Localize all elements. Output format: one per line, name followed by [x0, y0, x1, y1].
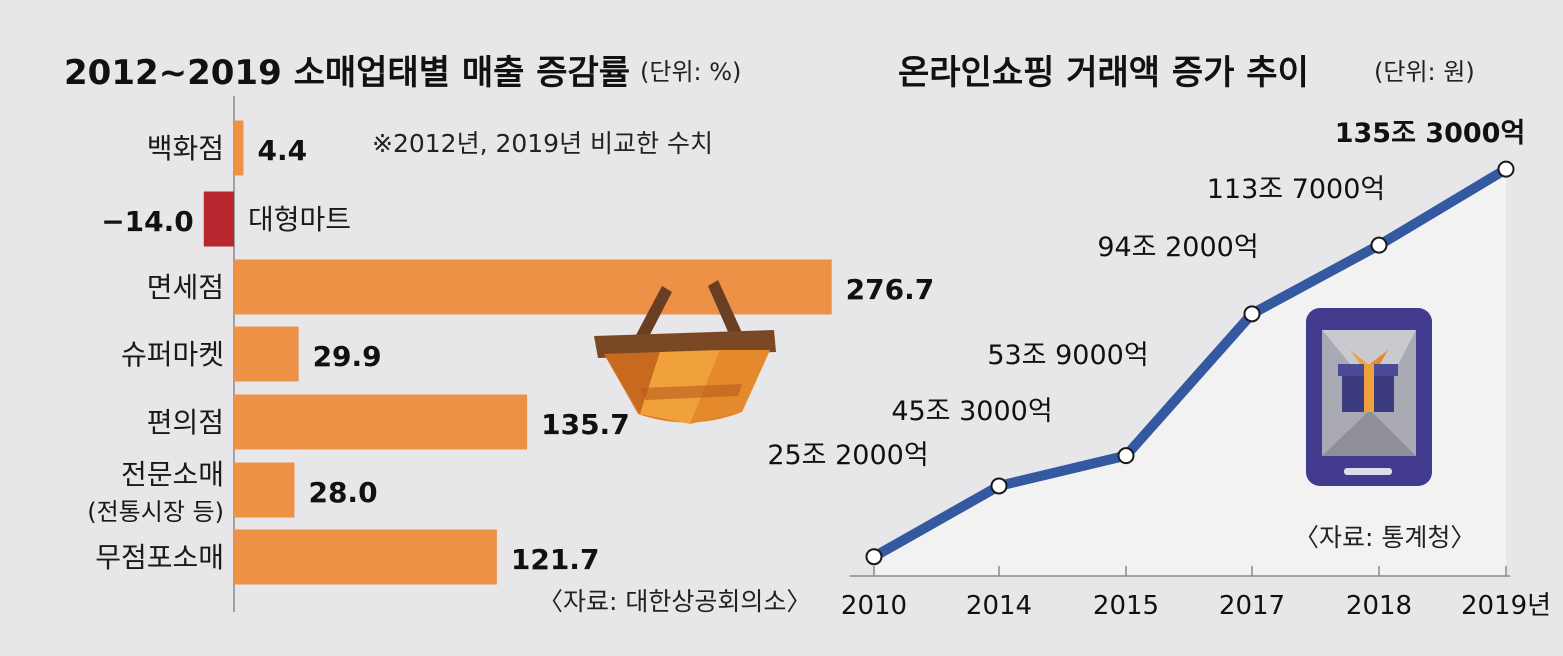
x-tick-label: 2017: [1219, 591, 1285, 621]
data-point: [1243, 305, 1261, 323]
retail-chart-note: ※2012년, 2019년 비교한 수치: [372, 129, 713, 158]
category-label: 슈퍼마켓: [121, 338, 224, 371]
bar-1: [203, 191, 234, 247]
bar-5: [234, 462, 295, 518]
bar-value-label: 29.9: [313, 340, 382, 373]
retail-chart-source: 〈자료: 대한상공회의소〉: [538, 587, 811, 616]
online-points: 25조 2000억 45조 3000억 53조 9000억 94조 2000억 113조…: [767, 118, 1526, 566]
online-series-line: [871, 164, 1509, 562]
x-tick-label: 2018: [1346, 591, 1412, 621]
category-label: 무점포소매: [95, 541, 224, 574]
bar-value-label: 276.7: [846, 273, 935, 306]
retail-chart-unit: (단위: %): [640, 58, 741, 86]
online-chart-title: 온라인쇼핑 거래액 증가 추이: [898, 53, 1309, 93]
x-tick-label: 2010: [841, 591, 907, 621]
category-sublabel: (전통시장 등): [87, 498, 224, 526]
x-tick-label: 2015: [1093, 591, 1159, 621]
bar-2: [234, 259, 832, 315]
basket-illustration: [594, 280, 776, 424]
data-point: [1370, 236, 1388, 254]
bar-value-label: 135.7: [541, 408, 630, 441]
category-label: 면세점: [147, 271, 224, 304]
retail-chart: 2012~2019 소매업태별 매출 증감률 (단위: %) ※2012년, 2…: [64, 53, 934, 616]
data-point: [1497, 160, 1515, 178]
bar-6: [234, 529, 497, 585]
data-label: 53조 9000억: [987, 340, 1148, 371]
data-point: [865, 548, 883, 566]
data-label: 45조 3000억: [891, 396, 1052, 427]
data-point: [1117, 447, 1135, 465]
data-point: [990, 477, 1008, 495]
online-x-ticks: 2010 2014 2015 2017 2018 2019년: [841, 566, 1551, 621]
category-label: 편의점: [147, 406, 224, 439]
category-label: 대형마트: [248, 203, 351, 236]
bar-0: [234, 120, 244, 176]
retail-chart-title: 2012~2019 소매업태별 매출 증감률: [64, 53, 630, 93]
category-label: 백화점: [147, 132, 224, 165]
phone-gift-illustration: [1306, 308, 1432, 486]
bar-4: [234, 394, 528, 450]
online-chart-unit: (단위: 원): [1374, 58, 1475, 86]
retail-bars: 4.4 백화점 −14.0 대형마트 276.7 면세점 29.9 슈퍼마켓 135.7 편의점 2…: [87, 120, 935, 585]
online-chart-source: 〈자료: 통계청〉: [1294, 523, 1475, 552]
online-chart: 온라인쇼핑 거래액 증가 추이 (단위: 원) 2010 2014 2015 2017…: [767, 53, 1551, 621]
bar-value-label: 121.7: [511, 543, 600, 576]
data-label: 94조 2000억: [1097, 232, 1258, 263]
bar-value-label: 4.4: [258, 134, 308, 167]
data-label: 25조 2000억: [767, 440, 928, 471]
bar-3: [234, 326, 299, 382]
category-label: 전문소매: [121, 458, 224, 491]
bar-value-label: −14.0: [101, 205, 194, 238]
data-label: 135조 3000억: [1335, 118, 1526, 149]
x-tick-label: 2014: [966, 591, 1032, 621]
x-tick-label: 2019년: [1461, 591, 1551, 621]
data-label: 113조 7000억: [1207, 174, 1386, 205]
bar-value-label: 28.0: [308, 476, 377, 509]
